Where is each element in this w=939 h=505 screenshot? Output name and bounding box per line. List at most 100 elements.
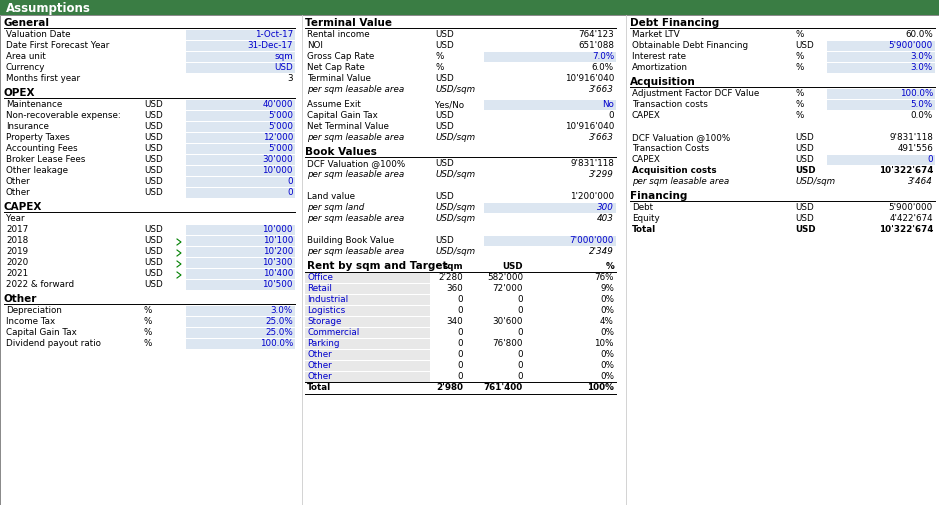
Text: 10'400: 10'400 [263,269,293,277]
Bar [186,236,295,246]
Text: 72'000: 72'000 [492,283,523,292]
Text: Capital Gain Tax: Capital Gain Tax [307,111,377,120]
Text: USD: USD [795,133,814,142]
Text: 25.0%: 25.0% [265,327,293,336]
Bar [186,42,295,52]
Bar [186,328,295,338]
Text: 0: 0 [517,327,523,336]
Text: CAPEX: CAPEX [632,155,661,164]
Text: Months first year: Months first year [6,74,80,83]
Text: USD: USD [144,177,162,186]
Text: 2020: 2020 [6,258,28,267]
Text: Financing: Financing [630,190,687,200]
Text: CAPEX: CAPEX [4,201,42,212]
Text: Adjustment Factor DCF Value: Adjustment Factor DCF Value [632,89,760,98]
Text: 10'000: 10'000 [263,166,293,175]
Bar [186,31,295,41]
Text: Accounting Fees: Accounting Fees [6,144,78,153]
Text: Debt Financing: Debt Financing [630,18,719,28]
Text: Commercial: Commercial [307,327,360,336]
Bar [186,259,295,269]
Text: Logistics: Logistics [307,306,346,315]
Text: per sqm land: per sqm land [307,203,364,212]
Text: 0%: 0% [600,349,614,358]
Text: USD: USD [274,63,293,72]
Text: USD: USD [435,159,454,168]
Text: USD: USD [144,279,162,288]
Text: Book Values: Book Values [305,147,377,157]
Text: 2022 & forward: 2022 & forward [6,279,74,288]
Text: 3.0%: 3.0% [270,306,293,315]
Text: USD: USD [795,225,816,233]
Text: USD: USD [144,235,162,244]
Text: Terminal Value: Terminal Value [305,18,392,28]
Text: %: % [795,89,804,98]
Text: 4%: 4% [600,316,614,325]
Text: %: % [435,63,443,72]
Text: Assume Exit: Assume Exit [307,100,361,109]
Text: 10'200: 10'200 [263,246,293,256]
Text: Debt: Debt [632,203,653,212]
Text: per sqm leasable area: per sqm leasable area [307,246,405,256]
Text: 30'600: 30'600 [492,316,523,325]
Text: %: % [795,63,804,72]
Text: 10'916'040: 10'916'040 [564,122,614,131]
Text: 491'556: 491'556 [898,144,933,153]
Bar [186,101,295,111]
Text: USD/sqm: USD/sqm [435,246,475,256]
Text: %: % [795,30,804,39]
Bar [186,339,295,349]
Text: Rent by sqm and Target: Rent by sqm and Target [307,261,448,271]
Text: CAPEX: CAPEX [632,111,661,120]
Text: 0: 0 [457,371,463,380]
Text: Net Terminal Value: Net Terminal Value [307,122,389,131]
Text: 2'980: 2'980 [436,382,463,391]
Text: USD/sqm: USD/sqm [795,177,835,186]
Text: USD: USD [795,203,814,212]
Text: USD/sqm: USD/sqm [435,85,475,94]
Bar [186,112,295,122]
Bar [186,64,295,74]
Text: Total: Total [632,225,656,233]
Bar [186,280,295,290]
Text: 10'916'040: 10'916'040 [564,74,614,83]
Text: 3'464: 3'464 [908,177,933,186]
Text: 10'000: 10'000 [263,225,293,233]
Text: Acquisition: Acquisition [630,77,696,87]
Text: USD: USD [795,214,814,223]
Bar [305,372,430,382]
Text: General: General [4,18,50,28]
Text: 761'400: 761'400 [484,382,523,391]
Text: 2018: 2018 [6,235,28,244]
Text: 403: 403 [597,214,614,223]
Text: USD: USD [144,269,162,277]
Text: DCF Valuation @100%: DCF Valuation @100% [632,133,731,142]
Text: 0: 0 [457,360,463,369]
Bar [305,274,430,283]
Text: per sqm leasable area: per sqm leasable area [307,214,405,223]
Text: %: % [435,52,443,61]
Bar [484,101,616,111]
Text: 582'000: 582'000 [487,273,523,281]
Text: USD: USD [502,262,523,271]
Bar [305,295,430,306]
Text: USD: USD [144,155,162,164]
Text: %: % [144,327,152,336]
Text: Valuation Date: Valuation Date [6,30,70,39]
Text: 2021: 2021 [6,269,28,277]
Text: Other: Other [4,293,38,304]
Text: Terminal Value: Terminal Value [307,74,371,83]
Text: %: % [144,306,152,315]
Text: Yes/No: Yes/No [435,100,464,109]
Text: 5'000: 5'000 [268,144,293,153]
Bar [186,167,295,177]
Text: USD: USD [144,188,162,196]
Text: Date First Forecast Year: Date First Forecast Year [6,41,109,50]
Text: USD/sqm: USD/sqm [435,203,475,212]
Text: Broker Lease Fees: Broker Lease Fees [6,155,85,164]
Text: 9%: 9% [600,283,614,292]
Text: Capital Gain Tax: Capital Gain Tax [6,327,77,336]
Text: Other: Other [6,177,31,186]
Bar [305,350,430,360]
Bar [186,145,295,155]
